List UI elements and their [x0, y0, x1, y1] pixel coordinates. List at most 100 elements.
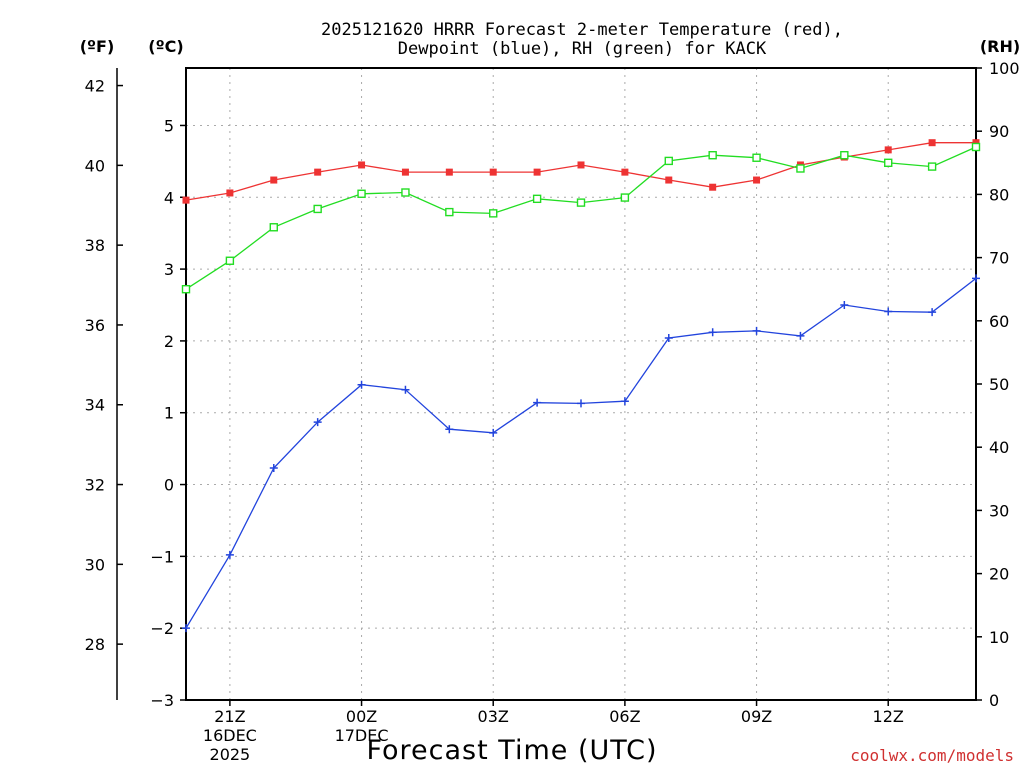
rh-point [708, 151, 717, 160]
time-tick-label: 17DEC [335, 726, 389, 745]
celsius-tick-label: −1 [150, 547, 174, 566]
rh-tick-label: 60 [989, 312, 1009, 331]
rh-tick-label: 90 [989, 122, 1009, 141]
temperature-point [445, 168, 453, 176]
rh-tick-label: 20 [989, 565, 1009, 584]
dewpoint-point [884, 307, 893, 316]
dewpoint-point [225, 550, 234, 559]
dewpoint-point [182, 624, 190, 633]
rh-point [313, 204, 322, 214]
chart-title-line1: 2025121620 HRRR Forecast 2-meter Tempera… [321, 20, 843, 40]
rh-tick-label: 80 [989, 185, 1009, 204]
time-tick-label: 03Z [478, 707, 509, 726]
fahrenheit-tick-label: 40 [85, 156, 105, 175]
dewpoint-point [840, 301, 849, 309]
grid-layer [186, 68, 976, 700]
fahrenheit-tick-label: 32 [85, 476, 105, 495]
dewpoint-point [269, 464, 278, 473]
temperature-point [489, 168, 497, 176]
rh-tick-label: 0 [989, 691, 999, 710]
rh-point [357, 189, 366, 198]
dewpoint-series-line [185, 277, 977, 629]
rh-tick-label: 100 [989, 59, 1020, 78]
dewpoint-point [445, 425, 454, 434]
temperature-point [621, 168, 629, 176]
dewpoint-point [752, 326, 761, 335]
rh-point [620, 193, 630, 202]
rh-point [884, 158, 893, 168]
rh-tick-label: 70 [989, 249, 1009, 268]
rh-point [576, 198, 586, 207]
time-tick-label: 2025 [210, 745, 251, 764]
temperature-point [182, 196, 190, 204]
fahrenheit-tick-label: 30 [85, 555, 105, 574]
temperature-point [226, 189, 234, 197]
temperature-point [753, 176, 761, 184]
celsius-tick-label: 5 [164, 116, 174, 135]
rh-point [445, 207, 454, 217]
fahrenheit-unit-label: (ºF) [80, 37, 115, 56]
temperature-point [314, 168, 322, 176]
dewpoint-point [664, 334, 673, 343]
rh-point [664, 156, 673, 166]
celsius-tick-label: 3 [164, 260, 174, 279]
rh-tick-label: 10 [989, 628, 1009, 647]
rh-tick-label: 30 [989, 501, 1009, 520]
x-axis-title: Forecast Time (UTC) [366, 735, 657, 766]
rh-unit-label: (RH) [980, 37, 1020, 56]
rh-point [401, 188, 410, 197]
dewpoint-point [708, 328, 717, 337]
fahrenheit-tick-label: 36 [85, 316, 105, 335]
time-tick-label: 16DEC [203, 726, 257, 745]
celsius-unit-label: (ºC) [148, 37, 183, 56]
temperature-point [884, 146, 892, 154]
temperature-point [358, 161, 366, 169]
rh-tick-label: 40 [989, 438, 1009, 457]
rh-point [796, 164, 805, 173]
rh-point [225, 256, 235, 265]
dewpoint-point [577, 399, 585, 408]
dewpoint-point [357, 380, 366, 389]
temperature-point [401, 168, 409, 176]
time-tick-label: 12Z [873, 707, 904, 726]
dewpoint-point [489, 428, 498, 437]
celsius-tick-label: 4 [164, 188, 174, 207]
time-tick-label: 06Z [609, 707, 640, 726]
temperature-point [270, 176, 278, 184]
temperature-point [928, 139, 936, 147]
temperature-point [665, 176, 673, 184]
rh-point [489, 209, 498, 218]
rh-point [971, 142, 981, 152]
time-tick-label: 00Z [346, 707, 377, 726]
temperature-point [577, 161, 585, 169]
rh-point [840, 151, 849, 160]
rh-tick-label: 50 [989, 375, 1009, 394]
fahrenheit-tick-label: 42 [85, 77, 105, 96]
dewpoint-point [972, 274, 980, 283]
dewpoint-point [401, 385, 410, 394]
celsius-tick-label: 0 [164, 476, 174, 495]
rh-point [927, 162, 937, 171]
rh-point [532, 194, 542, 204]
rh-point [269, 223, 278, 232]
dewpoint-point [928, 308, 937, 317]
rh-point [181, 285, 191, 294]
dewpoint-point [620, 397, 629, 406]
axis-layer: −3−2−10123452830323436384042010203040506… [85, 59, 1020, 764]
celsius-tick-label: 2 [164, 332, 174, 351]
fahrenheit-tick-label: 38 [85, 236, 105, 255]
dewpoint-point [796, 331, 805, 340]
temperature-point [972, 139, 980, 147]
fahrenheit-tick-label: 28 [85, 635, 105, 654]
dewpoint-point [313, 418, 322, 427]
time-tick-label: 09Z [741, 707, 772, 726]
temperature-point [709, 183, 717, 191]
temperature-series-line [185, 142, 976, 201]
series-layer [181, 139, 981, 633]
temperature-point [533, 168, 541, 176]
fahrenheit-tick-label: 34 [85, 396, 105, 415]
time-tick-label: 21Z [214, 707, 245, 726]
celsius-tick-label: 1 [164, 404, 174, 423]
celsius-tick-label: −2 [150, 619, 174, 638]
